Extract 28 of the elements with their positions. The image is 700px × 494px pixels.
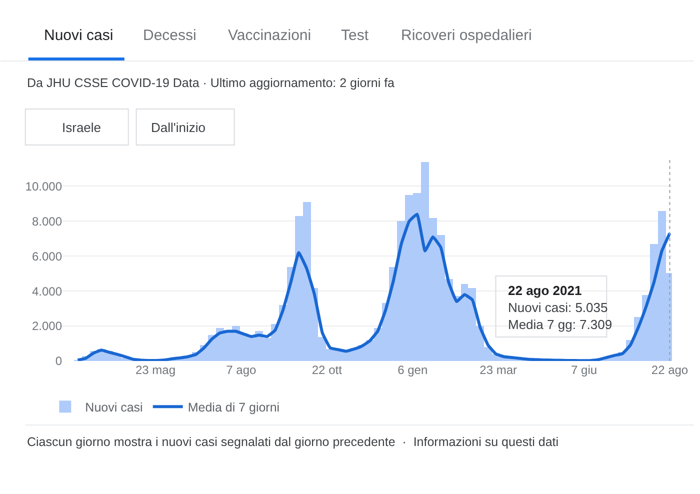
- x-tick-label: 22 ago: [651, 363, 688, 377]
- line-series: [76, 212, 672, 361]
- text: Test: [341, 27, 370, 44]
- text: Dall'inizio: [151, 120, 206, 135]
- legend-label: Media di 7 giorni: [188, 400, 280, 414]
- annotation: Media 7 gg: 7.309: [508, 317, 612, 332]
- y-tick-label: 8.000: [32, 214, 62, 228]
- x-tick-label: 23 mar: [480, 363, 517, 377]
- y-tick-label: 4.000: [32, 284, 62, 298]
- text: Ricoveri ospedalieri: [401, 27, 532, 44]
- y-tick-label: 2.000: [32, 319, 62, 334]
- y-tick-label: 6.000: [32, 249, 62, 264]
- x-tick-label: 6 gen: [398, 363, 428, 377]
- text: Vaccinazioni: [228, 27, 312, 44]
- chart-subtitle: Da JHU CSSE COVID-19 Data · Ultimo aggiornamento: 2 giorni fa: [27, 76, 395, 90]
- y-tick-label: 0: [55, 354, 62, 368]
- x-tick-label: 7 giu: [571, 363, 598, 377]
- x-tick-label: 23 mag: [135, 363, 176, 377]
- text: Nuovi casi: [44, 27, 114, 44]
- y-tick-label: 10.000: [25, 179, 62, 194]
- annotation: Nuovi casi: 5.035: [508, 300, 608, 315]
- x-tick-label: 22 ott: [312, 363, 343, 377]
- text: Israele: [62, 120, 102, 135]
- legend-label: Nuovi casi: [85, 400, 143, 414]
- annotation: 22 ago 2021: [508, 283, 582, 298]
- text: Decessi: [143, 27, 196, 44]
- x-tick-label: 7 ago: [226, 363, 257, 377]
- text: Ciascun giorno mostra i nuovi casi segnalati dal giorno precedente · Informazioni su questi dati: [27, 435, 559, 449]
